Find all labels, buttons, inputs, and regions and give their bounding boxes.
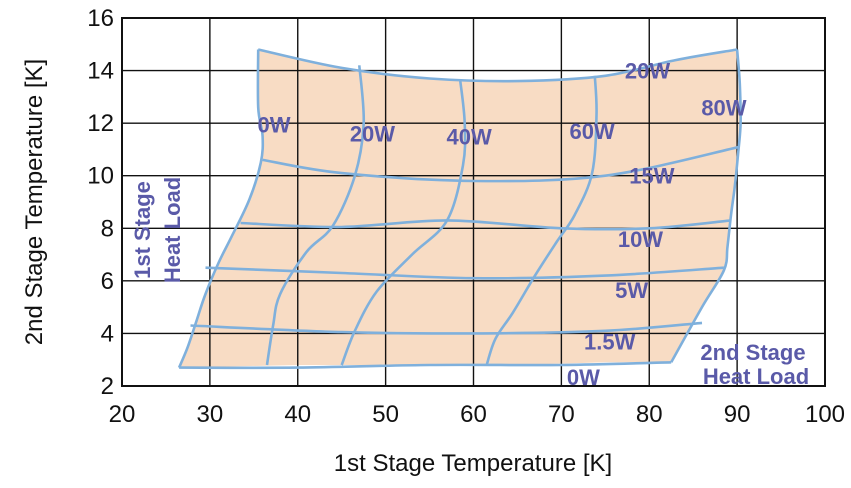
second-stage-heat-load-label-line1: 2nd Stage bbox=[700, 340, 805, 365]
plot-frame bbox=[121, 17, 826, 387]
x-axis-title: 1st Stage Temperature [K] bbox=[334, 450, 612, 477]
y-tick-label-2: 2 bbox=[101, 373, 114, 400]
curve-label-2: 40W bbox=[446, 124, 491, 149]
curve-label-8: 5W bbox=[615, 278, 648, 303]
operating-region bbox=[179, 49, 741, 368]
curve-stage1-0w bbox=[177, 49, 265, 369]
x-tick-label-80: 80 bbox=[636, 401, 663, 428]
curve-label-3: 60W bbox=[570, 119, 615, 144]
curve-stage1-20w bbox=[265, 65, 366, 366]
first-stage-heat-load-label-line1: 1st Stage bbox=[130, 181, 155, 279]
y-tick-label-12: 12 bbox=[87, 110, 114, 137]
curve-stage1-40w bbox=[340, 80, 467, 366]
y-tick-label-6: 6 bbox=[101, 268, 114, 295]
y-tick-label-8: 8 bbox=[101, 215, 114, 242]
curve-label-9: 1.5W bbox=[584, 329, 636, 354]
curve-label-1: 20W bbox=[350, 122, 395, 147]
x-tick-label-20: 20 bbox=[109, 401, 136, 428]
curve-label-6: 15W bbox=[629, 164, 674, 189]
x-tick-label-40: 40 bbox=[284, 401, 311, 428]
curve-stage2-20w bbox=[257, 48, 738, 83]
x-tick-label-50: 50 bbox=[372, 401, 399, 428]
x-tick-label-100: 100 bbox=[805, 401, 845, 428]
x-tick-label-90: 90 bbox=[724, 401, 751, 428]
curve-stage2-0w bbox=[179, 361, 672, 370]
curve-stage2-1-5w bbox=[190, 321, 703, 335]
x-tick-label-70: 70 bbox=[548, 401, 575, 428]
y-axis-title: 2nd Stage Temperature [K] bbox=[21, 59, 48, 345]
curve-label-7: 10W bbox=[618, 227, 663, 252]
performance-curves bbox=[177, 48, 742, 370]
curve-stage1-60w bbox=[485, 75, 598, 366]
y-tick-label-4: 4 bbox=[101, 320, 114, 347]
first-stage-heat-load-label-line2: Heat Load bbox=[160, 177, 185, 283]
curve-label-10: 0W bbox=[567, 365, 600, 390]
y-tick-label-16: 16 bbox=[87, 5, 114, 32]
curve-stage1-80w bbox=[670, 49, 742, 363]
y-tick-label-14: 14 bbox=[87, 58, 114, 85]
curve-label-4: 80W bbox=[701, 95, 746, 120]
curve-stage2-10w bbox=[240, 219, 732, 231]
curve-labels: 0W 20W 40W 60W 80W 20W 15W 10W 5W 1.5W 0W bbox=[258, 59, 747, 390]
x-axis-ticks: 20 30 40 50 60 70 80 90 100 bbox=[109, 401, 845, 428]
curve-label-0: 0W bbox=[258, 112, 291, 137]
curve-label-5: 20W bbox=[625, 59, 670, 84]
y-tick-label-10: 10 bbox=[87, 163, 114, 190]
y-axis-ticks: 2 4 6 8 10 12 14 16 bbox=[87, 5, 114, 400]
x-tick-label-30: 30 bbox=[197, 401, 224, 428]
curve-stage2-15w bbox=[262, 145, 741, 183]
x-tick-label-60: 60 bbox=[460, 401, 487, 428]
second-stage-heat-load-label-line2: Heat Load bbox=[703, 364, 809, 389]
